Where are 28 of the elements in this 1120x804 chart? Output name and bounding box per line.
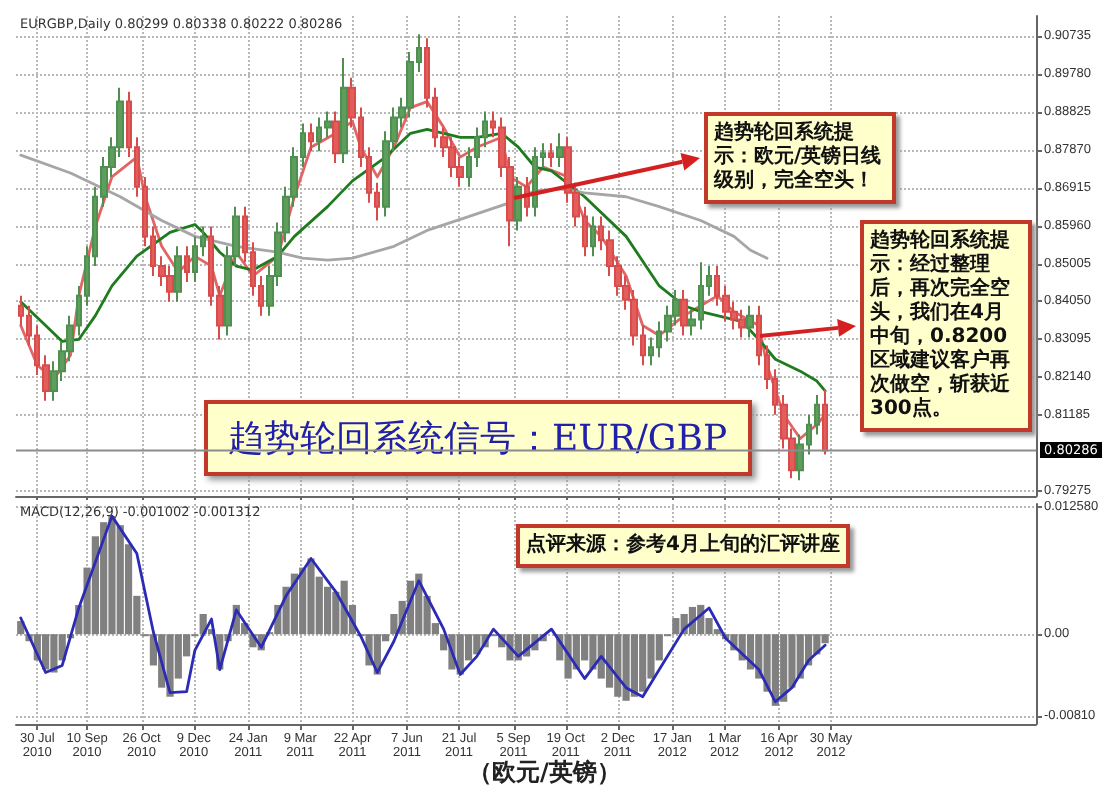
bar: [614, 634, 622, 697]
bar: [307, 558, 315, 635]
bar: [50, 634, 58, 673]
candlestick: [738, 308, 746, 339]
candlestick: [548, 142, 554, 169]
bar: [108, 516, 116, 635]
candlestick: [680, 288, 688, 337]
text: （欧元/英镑）: [468, 757, 621, 790]
candlestick: [532, 146, 538, 218]
annotation: 点评来源：参考4月上旬的汇评讲座: [516, 524, 850, 568]
bar: [780, 634, 788, 702]
candlestick: [332, 110, 340, 165]
candlestick: [308, 122, 314, 153]
candlestick: [746, 304, 754, 339]
annotation: 趋势轮回系统提示：欧元/英镑日线级别，完全空头！: [704, 112, 896, 204]
bar: [630, 634, 638, 697]
bar: [672, 618, 680, 635]
bar: [100, 522, 108, 635]
bar: [42, 634, 50, 670]
candlestick: [590, 215, 596, 258]
bar: [622, 634, 630, 701]
candlestick: [340, 57, 348, 165]
candlestick: [556, 132, 564, 169]
bar: [639, 634, 647, 692]
annotation: 趋势轮回系统提示：经过整理后，再次完全空头，我们在4月中旬，0.8200区域建议客户再次做空，斩获近300点。: [860, 220, 1032, 432]
candlestick: [174, 245, 182, 303]
bar: [771, 634, 779, 706]
candlestick: [184, 245, 190, 283]
